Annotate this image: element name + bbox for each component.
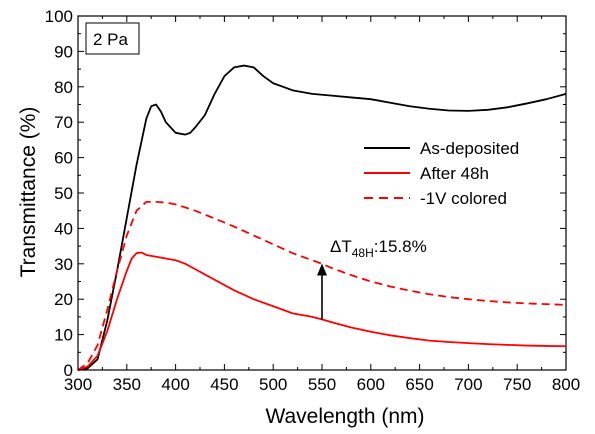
legend-label-1v-colored: -1V colored <box>420 189 507 208</box>
x-tick-label: 450 <box>210 375 238 394</box>
y-tick-label: 30 <box>54 255 73 274</box>
y-tick-label: 50 <box>54 184 73 203</box>
series-line-as-deposited <box>77 64 567 371</box>
series-lines <box>77 64 567 371</box>
y-axis-title: Transmittance (%) <box>17 107 40 278</box>
y-tick-label: 70 <box>54 113 73 132</box>
delta-t-label: ΔT48H:15.8% <box>330 237 427 260</box>
x-tick-label: 550 <box>308 375 336 394</box>
y-tick-label: 80 <box>54 78 73 97</box>
annotation <box>317 263 327 320</box>
x-axis-title: Wavelength (nm) <box>265 405 424 428</box>
y-tick-label: 60 <box>54 149 73 168</box>
x-tick-label: 700 <box>454 375 482 394</box>
series-line-after-48h <box>77 251 567 371</box>
delta-arrow-head <box>317 263 327 276</box>
x-tick-label: 650 <box>405 375 433 394</box>
delta-t-symbol: ΔT <box>330 237 352 256</box>
y-tick-label: 20 <box>54 290 73 309</box>
x-tick-label: 350 <box>113 375 141 394</box>
legend: As-deposited After 48h -1V colored <box>364 139 519 208</box>
series-line-1v-colored <box>77 200 567 371</box>
delta-t-subscript: 48H <box>352 246 374 260</box>
y-tick-label: 90 <box>54 42 73 61</box>
x-tick-label: 300 <box>64 375 92 394</box>
y-tick-label: 0 <box>64 361 73 380</box>
panel-label-box <box>85 22 140 55</box>
delta-t-value: :15.8% <box>374 237 427 256</box>
legend-label-after-48h: After 48h <box>420 164 489 183</box>
panel-label: 2 Pa <box>93 30 129 49</box>
x-tick-label: 500 <box>259 375 287 394</box>
x-tick-label: 400 <box>161 375 189 394</box>
y-tick-label: 100 <box>45 7 73 26</box>
axis-ticks: 300 350 400 450 500 550 600 650 700 750 800 0 10 20 30… <box>45 7 581 394</box>
x-tick-label: 750 <box>503 375 531 394</box>
y-tick-label: 40 <box>54 219 73 238</box>
legend-label-as-deposited: As-deposited <box>420 139 519 158</box>
x-tick-label: 600 <box>357 375 385 394</box>
y-tick-label: 10 <box>54 326 73 345</box>
x-tick-label: 800 <box>552 375 580 394</box>
